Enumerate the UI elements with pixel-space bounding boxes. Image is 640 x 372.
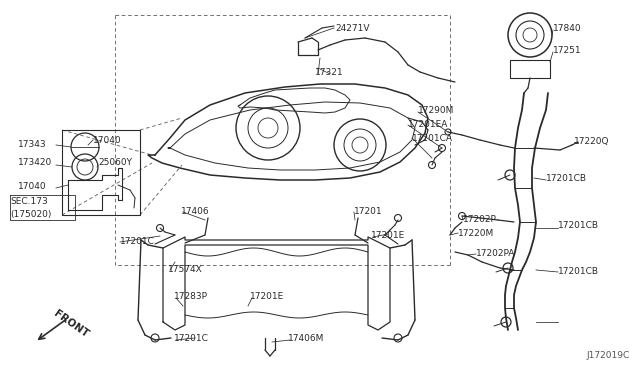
Text: 17220Q: 17220Q [574, 137, 609, 146]
Text: FRONT: FRONT [52, 308, 90, 339]
Text: 17201CB: 17201CB [558, 267, 599, 276]
Text: 24271V: 24271V [335, 24, 369, 33]
Text: (175020): (175020) [10, 210, 51, 219]
Text: 17406: 17406 [181, 207, 210, 216]
Text: 17251: 17251 [553, 46, 582, 55]
Text: 17201CB: 17201CB [546, 174, 587, 183]
Text: 17840: 17840 [553, 24, 582, 33]
Text: SEC.173: SEC.173 [10, 197, 48, 206]
Text: 17201E: 17201E [250, 292, 284, 301]
Text: 17201E: 17201E [371, 231, 405, 240]
Text: 17201CA: 17201CA [412, 134, 453, 143]
Text: 17283P: 17283P [174, 292, 208, 301]
Text: 17574X: 17574X [168, 265, 203, 274]
Text: 17201CB: 17201CB [558, 221, 599, 230]
Text: 17201: 17201 [354, 207, 383, 216]
Text: 17220M: 17220M [458, 229, 494, 238]
Text: 17201EA: 17201EA [408, 120, 449, 129]
Text: 173420: 173420 [18, 158, 52, 167]
Text: 17201C: 17201C [120, 237, 155, 246]
Text: 17290M: 17290M [418, 106, 454, 115]
Text: 17202P: 17202P [463, 215, 497, 224]
Text: 17040: 17040 [18, 182, 47, 191]
Text: J172019C: J172019C [587, 351, 630, 360]
Text: 17343: 17343 [18, 140, 47, 149]
Text: 17321: 17321 [315, 68, 344, 77]
Text: 25060Y: 25060Y [98, 158, 132, 167]
Text: 17406M: 17406M [288, 334, 324, 343]
Text: 17040: 17040 [93, 136, 122, 145]
Text: 17201C: 17201C [174, 334, 209, 343]
Text: 17202PA: 17202PA [476, 249, 515, 258]
